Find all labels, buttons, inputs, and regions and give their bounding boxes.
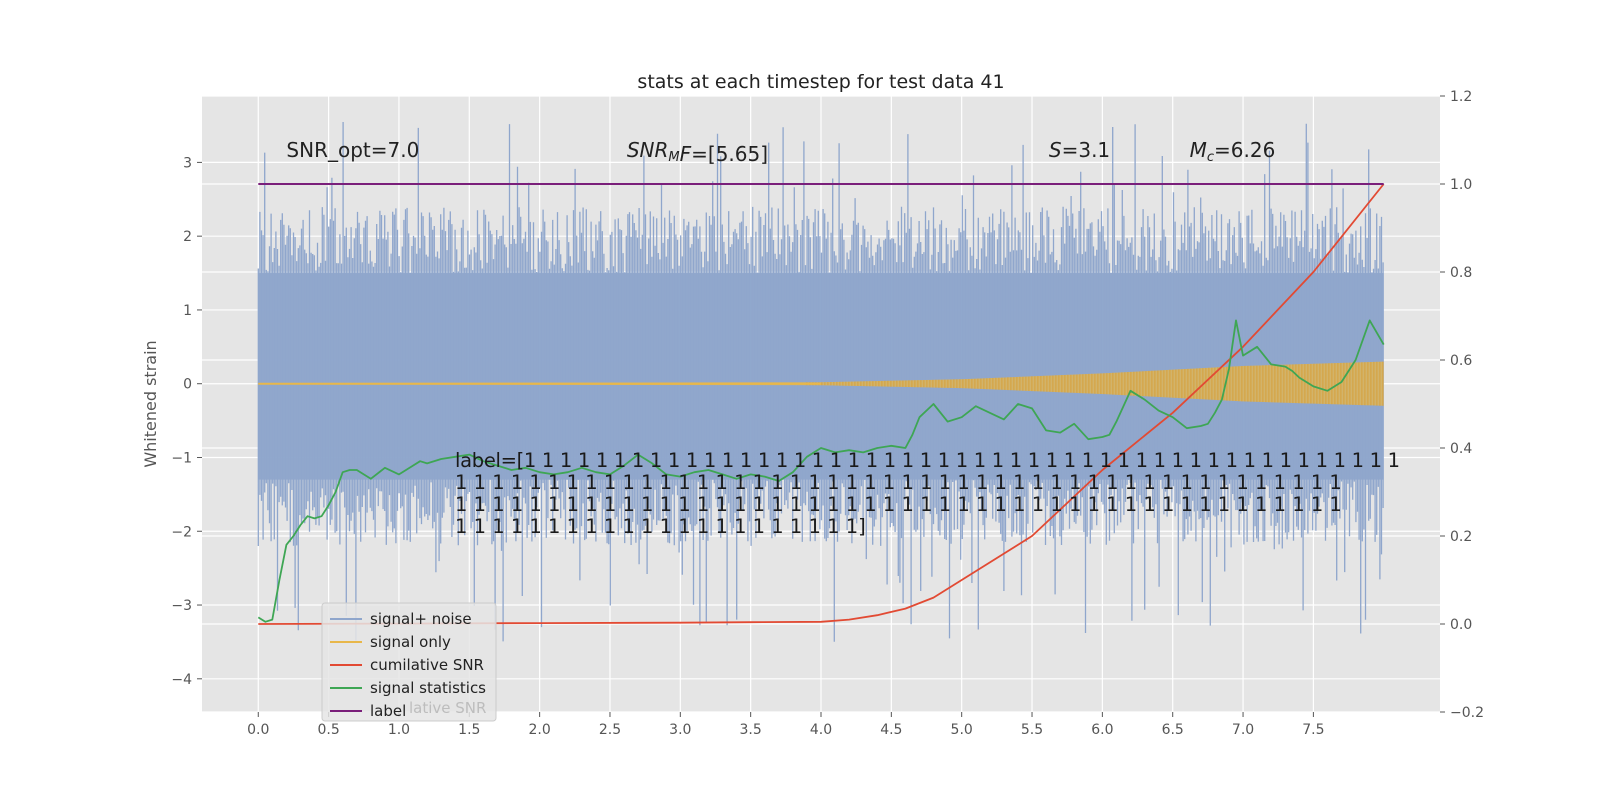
label-text-line: label=[1 1 1 1 1 1 1 1 1 1 1 1 1 1 1 1 1… (455, 449, 1400, 472)
annotations: SNR_opt=7.0 SNRMF=[5.65] S=3.1 Mc=6.26 (286, 138, 1275, 166)
legend-label: signal only (370, 633, 451, 651)
annotation-snr-opt: SNR_opt=7.0 (286, 138, 419, 162)
x-axis-ticks: 0.0 0.5 1.0 1.5 2.0 2.5 3.0 3.5 4.0 4.5 5.0 5.5 6.0 6… (247, 712, 1325, 738)
y-axis-ticks: 3 2 1 0 −1 −2 −3 −4 (171, 155, 202, 688)
legend-label: cumilative SNR (370, 656, 484, 674)
x-tick-label: 5.0 (951, 722, 973, 738)
y-tick-label: 0 (183, 377, 192, 393)
x-tick-label: 3.5 (740, 722, 762, 738)
x-tick-label: 4.5 (880, 722, 902, 738)
x-tick-label: 7.0 (1232, 722, 1254, 738)
y2-tick-label: 0.6 (1450, 353, 1472, 369)
x-tick-label: 0.5 (317, 722, 339, 738)
y-tick-label: −4 (171, 672, 192, 688)
y-tick-label: 2 (183, 229, 192, 245)
x-tick-label: 1.0 (388, 722, 410, 738)
y-tick-label: 3 (183, 155, 192, 171)
y2-tick-label: 0.4 (1450, 441, 1472, 457)
label-array-text: label=[1 1 1 1 1 1 1 1 1 1 1 1 1 1 1 1 1… (455, 449, 1400, 538)
legend-box (321, 602, 497, 722)
x-tick-label: 5.5 (1021, 722, 1043, 738)
y2-tick-label: 0.2 (1450, 529, 1472, 545)
series-cumulative-snr (258, 183, 1385, 625)
x-tick-label: 3.0 (669, 722, 691, 738)
x-tick-label: 2.5 (599, 722, 621, 738)
y2-tick-label: 1.0 (1450, 177, 1472, 193)
label-text-line: 1 1 1 1 1 1 1 1 1 1 1 1 1 1 1 1 1 1 1 1 … (455, 493, 1342, 516)
y-tick-label: −2 (171, 524, 192, 540)
y2-tick-label: 1.2 (1450, 89, 1472, 105)
annotation-mc-value: Mc=6.26 (1190, 138, 1276, 165)
y-tick-label: −3 (171, 598, 192, 614)
x-tick-label: 2.0 (529, 722, 551, 738)
x-tick-label: 7.5 (1302, 722, 1324, 738)
x-tick-label: 0.0 (247, 722, 269, 738)
x-tick-label: 1.5 (458, 722, 480, 738)
series-signal-statistics (257, 319, 1385, 623)
legend-label: label (370, 702, 406, 720)
y-axis-label: Whitened strain (141, 340, 160, 467)
label-text-line: 1 1 1 1 1 1 1 1 1 1 1 1 1 1 1 1 1 1 1 1 … (455, 471, 1342, 494)
legend: lative SNR signal+ noise signal only cumil… (321, 602, 497, 722)
y2-axis-ticks: 1.2 1.0 0.8 0.6 0.4 0.2 0.0 −0.2 (1440, 89, 1484, 721)
x-tick-label: 6.0 (1091, 722, 1113, 738)
series-signal-only (258, 361, 1384, 406)
y2-tick-label: −0.2 (1450, 705, 1484, 721)
label-text-line: 1 1 1 1 1 1 1 1 1 1 1 1 1 1 1 1 1 1 1 1 … (455, 515, 866, 538)
annotation-s-value: S=3.1 (1049, 138, 1110, 162)
legend-hidden-text: lative SNR (409, 699, 486, 717)
legend-label: signal+ noise (370, 610, 472, 628)
x-tick-label: 6.5 (1162, 722, 1184, 738)
legend-items: signal+ noise signal only cumilative SNR si… (330, 610, 486, 720)
series-lines (257, 183, 1385, 625)
y-tick-label: 1 (183, 303, 192, 319)
annotation-snr-mf: SNRMF=[5.65] (627, 138, 768, 166)
y2-tick-label: 0.8 (1450, 265, 1472, 281)
x-tick-label: 4.0 (810, 722, 832, 738)
chart-title: stats at each timestep for test data 41 (637, 71, 1004, 93)
legend-label: signal statistics (370, 679, 486, 697)
y-tick-label: −1 (171, 450, 192, 466)
y2-tick-label: 0.0 (1450, 617, 1472, 633)
